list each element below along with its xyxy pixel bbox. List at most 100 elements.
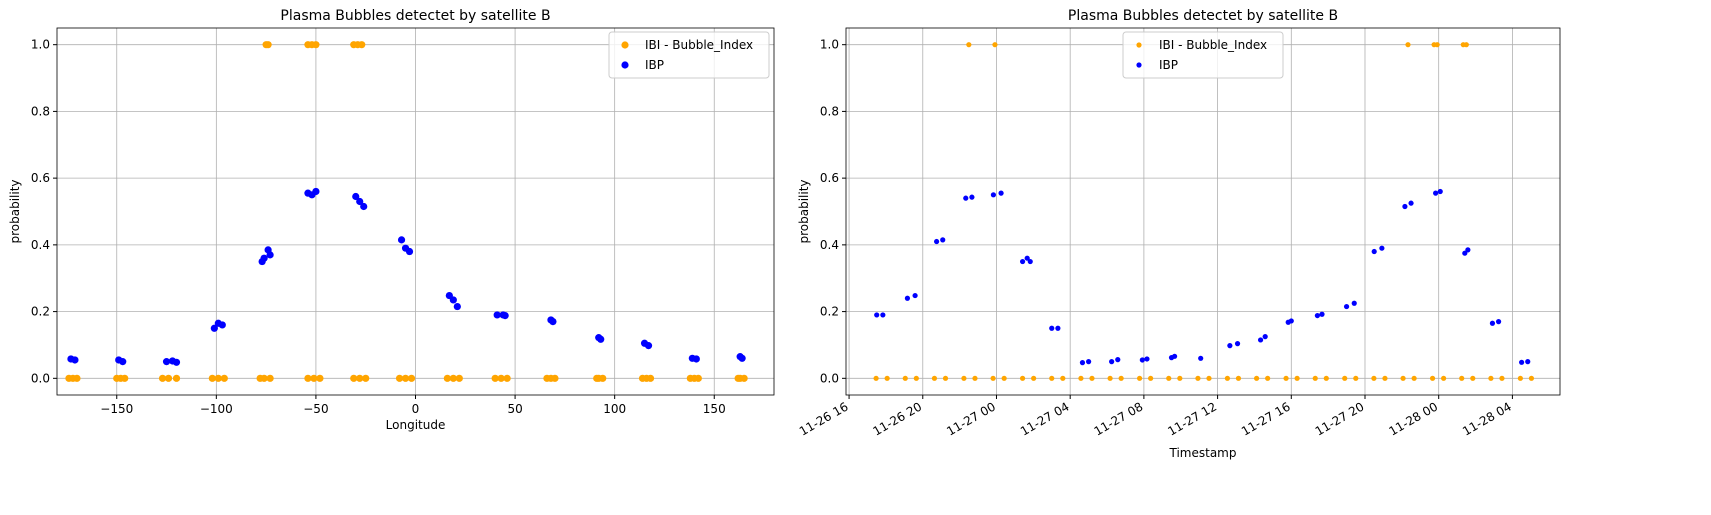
data-point: [453, 302, 461, 311]
data-point: [1517, 375, 1523, 381]
data-point: [312, 187, 320, 196]
y-tick-label: 0.2: [820, 305, 839, 319]
y-tick-label: 0.8: [820, 104, 839, 118]
data-point: [1265, 375, 1271, 381]
data-point: [501, 311, 509, 320]
data-point: [1262, 334, 1268, 340]
data-point: [1382, 375, 1388, 381]
data-point: [1049, 325, 1055, 331]
data-point: [360, 202, 368, 211]
data-point: [931, 375, 938, 381]
data-point: [992, 42, 998, 48]
data-point: [260, 254, 268, 262]
data-point: [121, 374, 129, 382]
data-point: [969, 194, 975, 200]
legend-box: [1122, 31, 1284, 79]
data-point: [1437, 188, 1443, 195]
data-point: [172, 374, 181, 382]
legend-marker: [1136, 42, 1142, 48]
y-tick-label: 0.0: [31, 371, 50, 385]
data-point: [356, 374, 364, 382]
data-point: [260, 374, 268, 382]
data-point: [1343, 303, 1350, 310]
y-tick-label: 1.0: [31, 38, 50, 52]
data-point: [71, 356, 79, 364]
data-point: [405, 247, 414, 256]
data-point: [218, 321, 226, 329]
data-point: [1495, 319, 1502, 325]
data-point: [1234, 341, 1241, 347]
data-point: [1441, 375, 1447, 381]
data-point: [1031, 375, 1037, 381]
data-point: [164, 374, 173, 382]
data-point: [873, 375, 879, 381]
data-point: [352, 192, 360, 201]
data-point: [1148, 375, 1154, 381]
data-point: [1055, 325, 1061, 331]
data-point: [1463, 42, 1469, 48]
data-point: [210, 324, 218, 332]
x-tick-label: 11-27 08: [1092, 399, 1146, 438]
data-point: [449, 374, 457, 382]
data-point: [220, 374, 228, 382]
legend-label: IBI - Bubble_Index: [645, 38, 753, 52]
data-point: [940, 237, 946, 243]
data-point: [397, 236, 406, 244]
data-point: [961, 375, 967, 381]
data-point: [551, 374, 559, 382]
data-point: [312, 41, 320, 49]
data-point: [1499, 375, 1505, 381]
data-point: [1195, 375, 1201, 381]
y-tick-label: 0.4: [31, 238, 50, 252]
data-point: [1224, 375, 1231, 381]
legend-marker: [621, 61, 629, 69]
data-point: [1139, 357, 1145, 363]
legend: IBI - Bubble_Index IBP: [1122, 31, 1284, 79]
x-tick-label: 11-27 16: [1239, 399, 1293, 438]
data-point: [912, 292, 918, 299]
data-point: [1433, 190, 1439, 196]
data-point: [362, 374, 370, 382]
x-tick-label: 11-27 12: [1165, 399, 1219, 438]
data-point: [304, 374, 312, 382]
data-point: [597, 335, 605, 343]
data-point: [266, 374, 274, 382]
data-point: [1288, 318, 1294, 324]
y-axis-label: probability: [797, 179, 811, 243]
data-point: [1519, 359, 1525, 365]
data-point: [443, 374, 451, 382]
data-point: [162, 358, 171, 366]
data-point: [646, 374, 655, 382]
y-tick-label: 1.0: [820, 38, 839, 52]
data-point: [1459, 375, 1465, 381]
data-point: [1027, 258, 1033, 265]
data-point: [119, 358, 127, 366]
data-point: [1136, 375, 1143, 381]
data-point: [1206, 375, 1212, 381]
data-point: [1465, 247, 1471, 253]
data-point: [1411, 375, 1417, 381]
data-point: [1294, 375, 1300, 381]
x-tick-label: 11-28 04: [1460, 399, 1514, 438]
x-tick-label: 150: [703, 402, 726, 416]
y-tick-label: 0.4: [820, 238, 839, 252]
x-axis-label: Longitude: [386, 418, 446, 432]
data-point: [401, 374, 410, 382]
data-point: [1371, 375, 1377, 381]
data-point: [1429, 375, 1436, 381]
x-tick-label: −150: [100, 402, 133, 416]
legend-marker: [1136, 62, 1142, 68]
data-point: [316, 374, 324, 382]
data-point: [350, 374, 358, 382]
data-point: [1470, 375, 1476, 381]
data-point: [1235, 375, 1242, 381]
data-point: [1379, 245, 1385, 251]
x-tick-label: 0: [412, 402, 420, 416]
data-point: [942, 375, 949, 381]
data-point: [497, 374, 505, 382]
data-point: [1319, 311, 1325, 317]
data-point: [1089, 375, 1095, 381]
data-point: [933, 238, 940, 245]
data-point: [1177, 375, 1183, 381]
data-point: [1166, 375, 1172, 381]
